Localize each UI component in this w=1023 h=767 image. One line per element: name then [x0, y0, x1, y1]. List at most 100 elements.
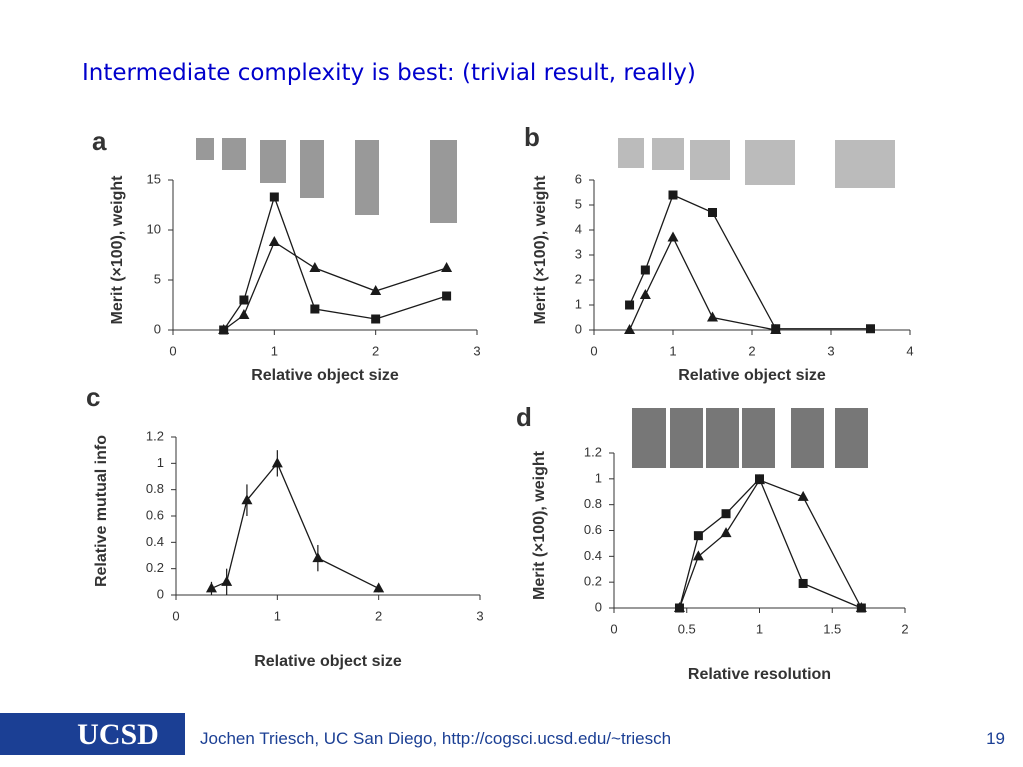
marker [624, 324, 636, 334]
y-axis-label: Merit (×100), weight [532, 175, 549, 325]
marker [268, 236, 280, 246]
footer: Jochen Triesch, UC San Diego, http://cog… [200, 729, 671, 748]
x-axis-label: Relative object size [251, 367, 399, 384]
marker [797, 490, 809, 501]
series-line [223, 194, 447, 331]
panel-label: b [524, 122, 540, 152]
y-tick-label: 1.2 [584, 444, 602, 459]
slide-title: Intermediate complexity is best: (trivia… [82, 60, 696, 86]
marker [239, 295, 249, 305]
marker [241, 494, 253, 505]
marker [640, 265, 650, 275]
x-tick-label: 2 [375, 608, 382, 623]
x-tick-label: 0 [590, 343, 597, 358]
marker [370, 285, 382, 295]
y-axis-label: Merit (×100), weight [109, 175, 126, 325]
y-tick-label: 4 [575, 221, 582, 236]
x-tick-label: 0.5 [678, 621, 696, 636]
marker [673, 602, 685, 612]
marker [441, 262, 453, 272]
marker [218, 324, 230, 334]
marker [205, 582, 217, 593]
marker [639, 289, 651, 299]
marker [770, 324, 782, 334]
marker [866, 324, 875, 334]
x-tick-label: 2 [901, 621, 908, 636]
y-tick-label: 0.4 [584, 548, 602, 563]
x-tick-label: 0 [169, 343, 176, 358]
y-tick-label: 0.4 [146, 534, 164, 549]
marker [442, 291, 452, 301]
marker [310, 304, 320, 314]
marker [221, 575, 233, 586]
x-tick-label: 0 [172, 608, 179, 623]
series-line [628, 236, 776, 331]
y-tick-label: 2 [575, 271, 582, 286]
y-tick-label: 0 [157, 586, 164, 601]
x-tick-label: 1 [669, 343, 676, 358]
marker [269, 192, 279, 202]
x-tick-label: 1.5 [823, 621, 841, 636]
marker [855, 602, 867, 612]
panel-label: a [92, 126, 107, 156]
x-tick-label: 2 [372, 343, 379, 358]
x-tick-label: 2 [748, 343, 755, 358]
x-tick-label: 3 [827, 343, 834, 358]
marker [238, 309, 250, 319]
panel-label: c [86, 382, 100, 412]
x-tick-label: 3 [473, 343, 480, 358]
logo-text: UCSD [77, 718, 159, 751]
x-tick-label: 1 [756, 621, 763, 636]
x-axis-label: Relative object size [678, 367, 826, 384]
x-tick-label: 4 [906, 343, 913, 358]
y-tick-label: 0.6 [584, 522, 602, 537]
y-axis-label: Merit (×100), weight [531, 450, 548, 600]
marker [708, 208, 717, 217]
y-tick-label: 15 [147, 171, 161, 186]
x-tick-label: 1 [271, 343, 278, 358]
marker [721, 509, 731, 519]
series-line [628, 194, 871, 330]
y-tick-label: 3 [575, 246, 582, 261]
x-tick-label: 1 [274, 608, 281, 623]
marker [271, 457, 283, 468]
x-axis-label: Relative resolution [688, 666, 831, 683]
y-tick-label: 1 [595, 470, 602, 485]
y-tick-label: 1.2 [146, 428, 164, 443]
marker [371, 314, 381, 324]
y-tick-label: 0 [595, 599, 602, 614]
marker [798, 578, 808, 588]
series-line [678, 479, 862, 609]
marker [693, 531, 703, 541]
series-line [211, 462, 379, 590]
x-axis-label: Relative object size [254, 653, 402, 670]
y-tick-label: 0.2 [584, 574, 602, 589]
y-tick-label: 5 [154, 271, 161, 286]
y-tick-label: 0 [575, 321, 582, 336]
marker [754, 474, 765, 485]
y-tick-label: 0.8 [584, 496, 602, 511]
marker [309, 262, 321, 272]
y-tick-label: 0.8 [146, 481, 164, 496]
marker [625, 300, 635, 310]
y-axis-label: Relative mutual info [93, 435, 110, 587]
y-tick-label: 0.2 [146, 560, 164, 575]
y-tick-label: 1 [157, 455, 164, 470]
marker [707, 311, 718, 322]
y-tick-label: 0.6 [146, 507, 164, 522]
y-tick-label: 6 [575, 171, 582, 186]
x-tick-label: 3 [476, 608, 483, 623]
marker [720, 527, 732, 538]
marker [692, 550, 704, 561]
panel-label: d [516, 402, 532, 432]
page-number: 19 [986, 729, 1005, 748]
marker [373, 582, 385, 593]
thumbnails [196, 138, 895, 468]
marker [312, 552, 324, 563]
y-tick-label: 5 [575, 196, 582, 211]
y-tick-label: 10 [147, 221, 161, 236]
x-tick-label: 0 [610, 621, 617, 636]
y-tick-label: 1 [575, 296, 582, 311]
y-tick-label: 0 [154, 321, 161, 336]
